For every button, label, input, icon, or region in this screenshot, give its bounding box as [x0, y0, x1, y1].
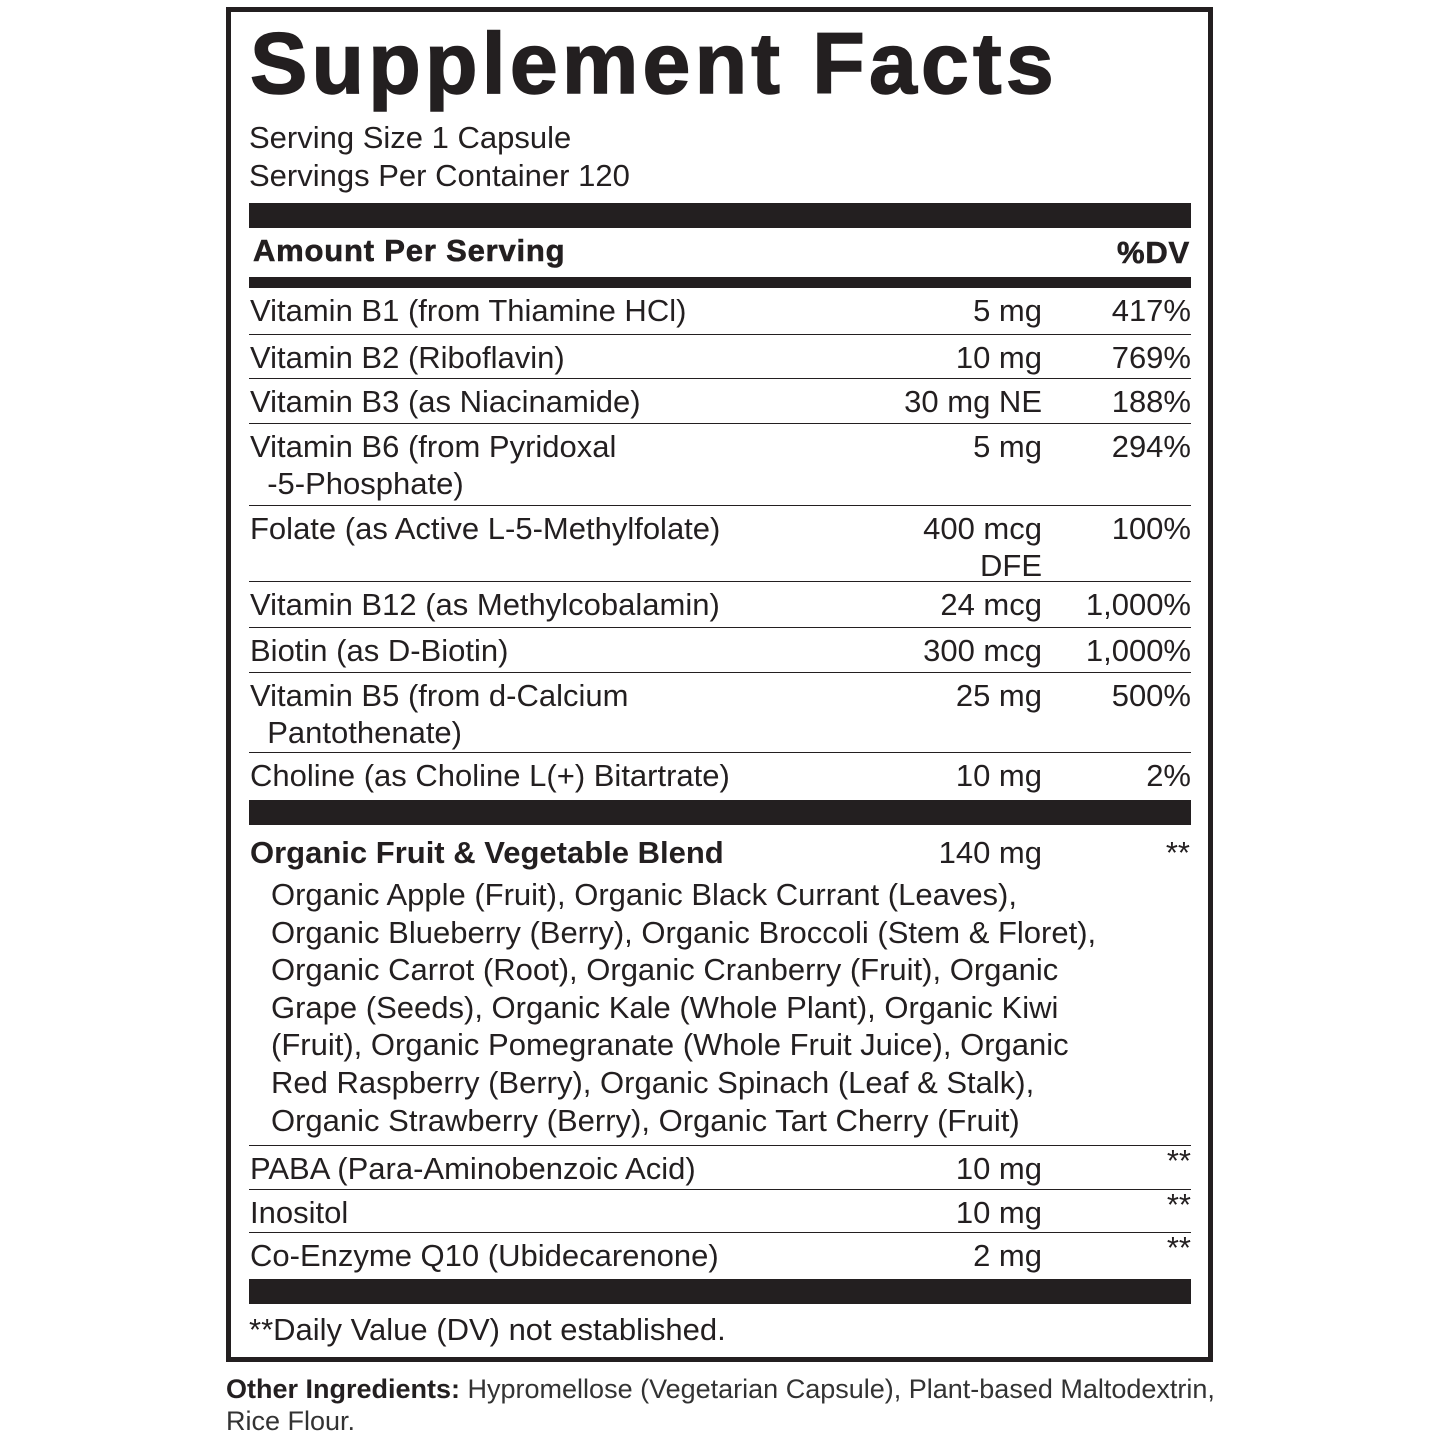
nutrient-dv: 188%: [1111, 384, 1191, 419]
nutrient-dv: **: [1166, 1143, 1191, 1178]
nutrient-name: Folate (as Active L-5-Methylfolate): [250, 511, 721, 546]
nutrient-amount: 300 mcg: [923, 633, 1042, 668]
nutrient-name: Co-Enzyme Q10 (Ubidecarenone): [250, 1238, 719, 1273]
nutrient-name: Vitamin B2 (Riboflavin): [250, 340, 565, 375]
nutrient-dv: 2%: [1146, 758, 1191, 793]
nutrient-dv: 500%: [1111, 678, 1191, 713]
nutrient-row: Folate (as Active L-5-Methylfolate) 400 m…: [249, 505, 1191, 583]
nutrient-dv: 769%: [1111, 340, 1191, 375]
other-ingredients-label: Other Ingredients:: [226, 1374, 461, 1404]
nutrient-dv: **: [1166, 1187, 1191, 1222]
nutrient-amount: 10 mg: [955, 1195, 1042, 1230]
nutrient-name: Inositol: [250, 1195, 349, 1230]
nutrient-row: PABA (Para-Aminobenzoic Acid) 10 mg **: [249, 1143, 1191, 1190]
nutrient-row: Co-Enzyme Q10 (Ubidecarenone) 2 mg **: [249, 1230, 1191, 1280]
nutrient-name: Vitamin B5 (from d-Calcium Pantothenate): [250, 678, 629, 750]
blend-ingredients: Organic Apple (Fruit), Organic Black Cur…: [271, 877, 1097, 1138]
nutrient-dv: 100%: [1111, 511, 1191, 546]
nutrient-row: Vitamin B12 (as Methylcobalamin) 24 mcg 1,…: [249, 581, 1191, 628]
thick-divider: [249, 800, 1191, 825]
other-ingredients-text: Hypromellose (Vegetarian Capsule), Plant…: [226, 1374, 1215, 1436]
nutrient-dv: 1,000%: [1085, 587, 1191, 622]
nutrient-dv: 1,000%: [1085, 633, 1191, 668]
thick-divider: [249, 1279, 1191, 1304]
nutrient-name: Vitamin B3 (as Niacinamide): [250, 384, 641, 419]
nutrient-amount: 400 mcg DFE: [923, 511, 1042, 583]
blend-dv: **: [1165, 835, 1190, 870]
nutrient-amount: 24 mcg: [940, 587, 1042, 622]
nutrient-amount: 2 mg: [973, 1238, 1042, 1273]
nutrient-amount: 30 mg NE: [904, 384, 1042, 419]
thick-divider: [249, 277, 1191, 288]
amount-per-serving-header: Amount Per Serving: [253, 233, 566, 269]
nutrient-row: Vitamin B3 (as Niacinamide) 30 mg NE 188%: [249, 378, 1191, 424]
nutrient-name: PABA (Para-Aminobenzoic Acid): [250, 1151, 696, 1186]
nutrient-row: Inositol 10 mg **: [249, 1187, 1191, 1233]
nutrient-row: Choline (as Choline L(+) Bitartrate) 10 m…: [249, 752, 1191, 801]
nutrient-amount: 5 mg: [973, 293, 1042, 328]
serving-size: Serving Size 1 Capsule: [249, 120, 572, 155]
nutrient-name: Vitamin B1 (from Thiamine HCl): [250, 293, 687, 328]
nutrient-amount: 10 mg: [955, 758, 1042, 793]
dv-header: %DV: [1116, 235, 1190, 271]
nutrient-name: Choline (as Choline L(+) Bitartrate): [250, 758, 730, 793]
blend-name: Organic Fruit & Vegetable Blend: [250, 835, 724, 870]
nutrient-row: Vitamin B2 (Riboflavin) 10 mg 769%: [249, 334, 1191, 379]
nutrient-row: Vitamin B1 (from Thiamine HCl) 5 mg 417%: [249, 288, 1191, 334]
nutrient-row: Vitamin B6 (from Pyridoxal -5-Phosphate)…: [249, 423, 1191, 506]
nutrient-amount: 10 mg: [955, 1151, 1042, 1186]
nutrient-dv: 417%: [1111, 293, 1191, 328]
nutrient-name: Vitamin B12 (as Methylcobalamin): [250, 587, 720, 622]
nutrient-amount: 5 mg: [973, 429, 1042, 464]
nutrient-name: Biotin (as D-Biotin): [250, 633, 509, 668]
panel-title: Supplement Facts: [249, 15, 1058, 113]
supplement-facts-panel: [226, 7, 1213, 1362]
footnote: **Daily Value (DV) not established.: [249, 1312, 726, 1347]
nutrient-amount: 25 mg: [955, 678, 1042, 713]
servings-per-container: Servings Per Container 120: [249, 158, 630, 193]
nutrient-name: Vitamin B6 (from Pyridoxal -5-Phosphate): [250, 429, 617, 501]
thick-divider: [249, 203, 1191, 228]
blend-amount: 140 mg: [938, 835, 1042, 870]
nutrient-amount: 10 mg: [955, 340, 1042, 375]
nutrient-row: Vitamin B5 (from d-Calcium Pantothenate)…: [249, 672, 1191, 753]
nutrient-row: Biotin (as D-Biotin) 300 mcg 1,000%: [249, 627, 1191, 673]
nutrient-dv: **: [1166, 1230, 1191, 1265]
other-ingredients: Other Ingredients: Hypromellose (Vegetar…: [226, 1373, 1226, 1437]
nutrient-dv: 294%: [1111, 429, 1191, 464]
